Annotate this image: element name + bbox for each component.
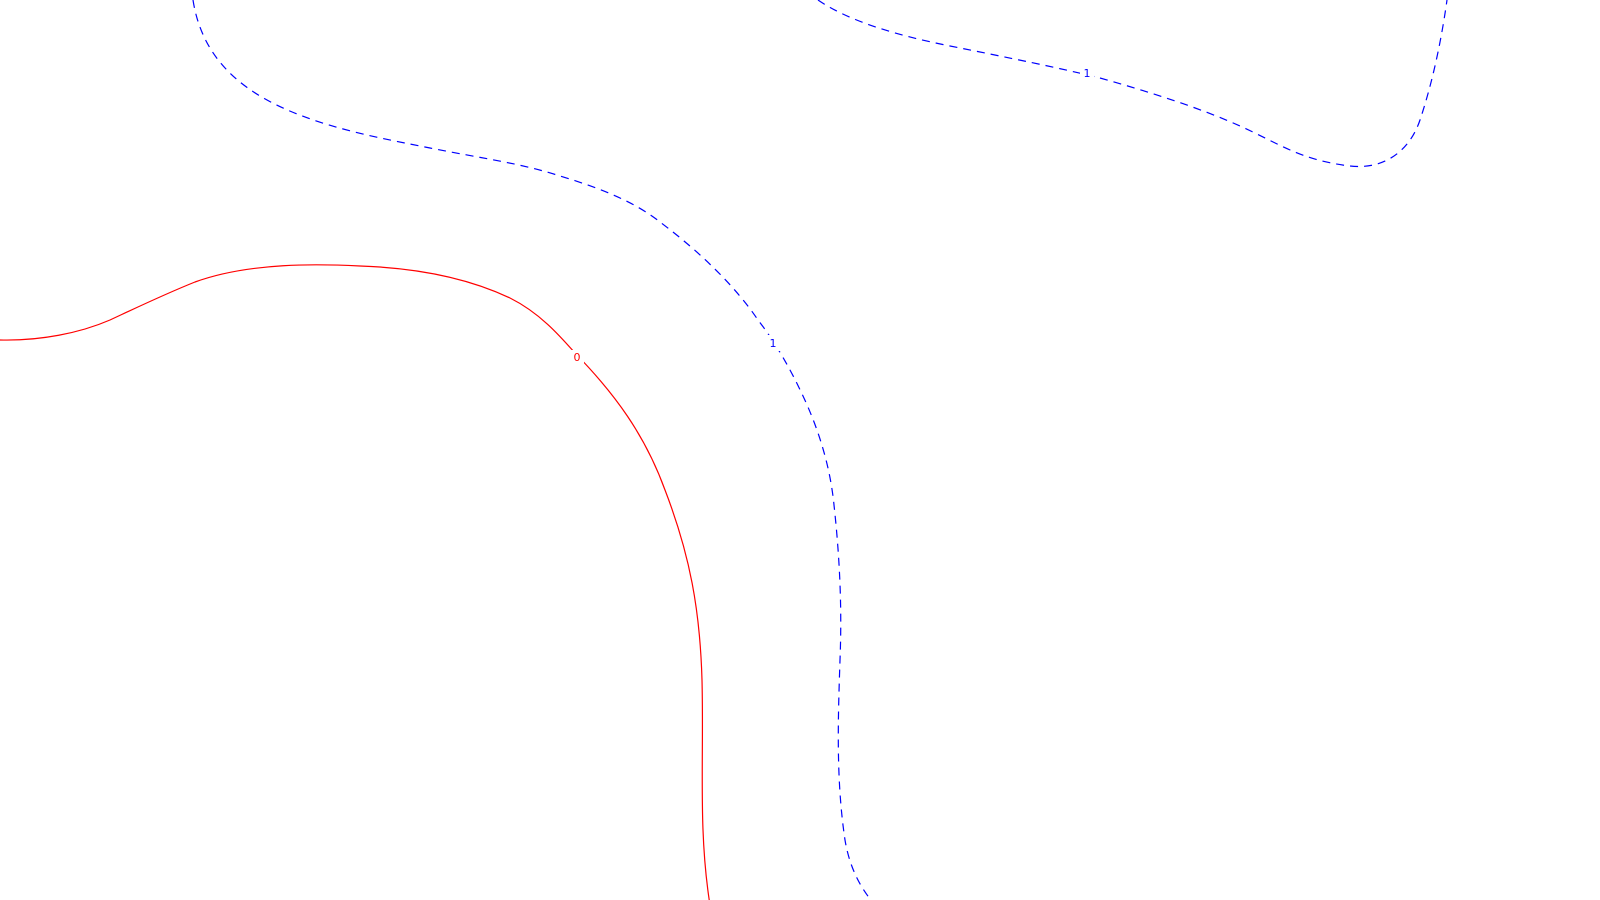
- contour-label-level-0: 0: [574, 351, 581, 364]
- contour-line-level-0: [0, 264, 710, 900]
- contour-line-level-1-right: [817, 0, 1448, 168]
- contour-label-level-1-right: 1: [1084, 67, 1091, 80]
- label-gap-level-1-right: [1080, 66, 1094, 82]
- contour-line-level-1-left: [192, 0, 872, 900]
- label-gap-level-0: [570, 350, 584, 366]
- label-gap-level-1-left: [766, 335, 780, 351]
- contour-label-level-1-left: 1: [770, 337, 777, 350]
